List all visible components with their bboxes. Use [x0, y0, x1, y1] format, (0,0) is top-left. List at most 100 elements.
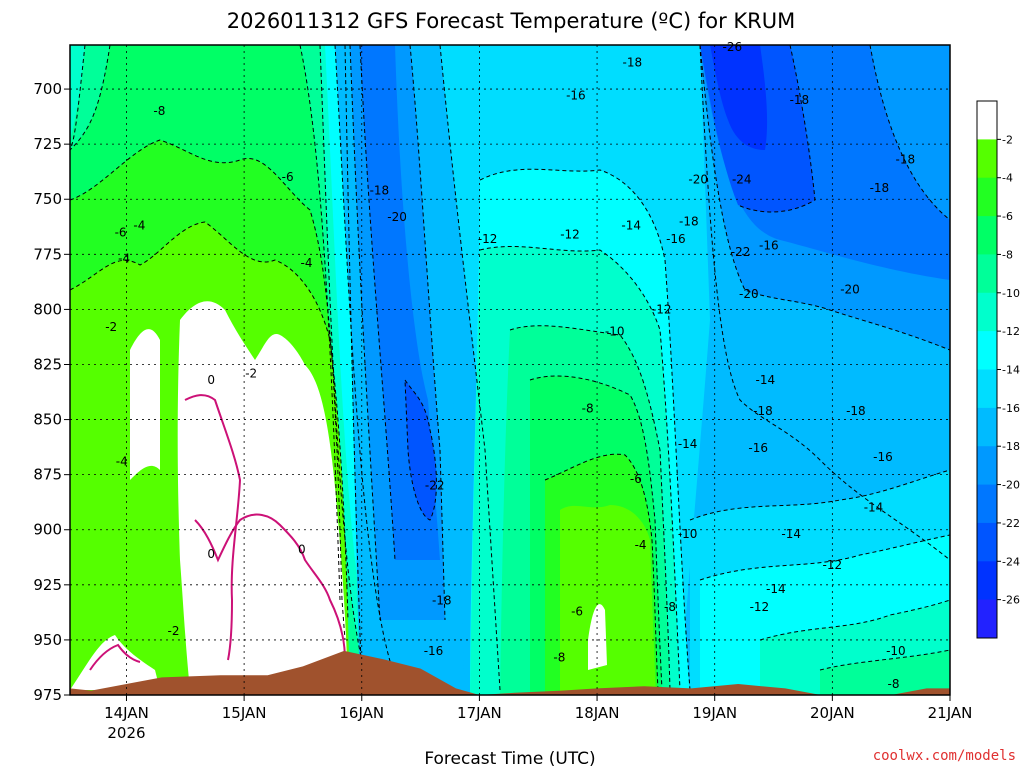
colorbar-swatch: [977, 177, 997, 217]
contour-label: 0: [298, 543, 306, 557]
contour-label: -26: [723, 40, 743, 54]
y-axis: 700 725 750 775 800 825 850 875 900 925 950 975: [33, 80, 70, 704]
contour-label: -14: [678, 437, 698, 451]
colorbar-swatch: [977, 101, 997, 140]
contour-label: -16: [873, 450, 893, 464]
isotherm-contours: [70, 45, 950, 691]
x-tick-label: 14JAN: [104, 704, 149, 722]
contour-label: -16: [424, 644, 444, 658]
colorbar-label: -8: [1002, 248, 1013, 261]
y-tick-label: 950: [33, 631, 62, 649]
contour-label: -12: [652, 302, 672, 316]
contour-label: -14: [766, 582, 786, 596]
contour-label: -14: [864, 501, 884, 515]
contour-label: -6: [571, 604, 583, 618]
colorbar-label: -18: [1002, 440, 1020, 453]
colorbar-swatch: [977, 369, 997, 409]
contour-label: -2: [168, 624, 180, 638]
contour-label: -16: [759, 239, 779, 253]
y-tick-label: 725: [33, 135, 62, 153]
band-minus-24: [405, 380, 437, 520]
colorbar-swatch: [977, 484, 997, 524]
contour-label: 0: [207, 373, 215, 387]
contour-label: -18: [790, 93, 810, 107]
contour-label: -14: [781, 527, 801, 541]
zero-contour-1: [184, 394, 242, 661]
contour-label: -18: [432, 593, 452, 607]
colorbar-label: -6: [1002, 210, 1013, 223]
contour-label: -16: [748, 441, 768, 455]
band-minus-2-low: [70, 635, 160, 690]
band-minus-10-east-low: [820, 650, 950, 695]
contour-label: -4: [635, 538, 647, 552]
colorbar-swatch: [977, 292, 997, 332]
colorbar-swatch: [977, 599, 997, 639]
contour-label: -8: [888, 677, 900, 691]
contour-label: -4: [118, 252, 130, 266]
colorbar-label: -24: [1002, 555, 1020, 568]
y-tick-label: 825: [33, 355, 62, 373]
y-tick-label: 875: [33, 466, 62, 484]
contour-label: -14: [755, 373, 775, 387]
chart-title: 2026011312 GFS Forecast Temperature (ºC)…: [227, 9, 796, 33]
contour-label: -4: [116, 454, 128, 468]
contour-label: -20: [739, 287, 759, 301]
colorbar-swatch: [977, 522, 997, 562]
y-tick-label: 750: [33, 190, 62, 208]
y-tick-label: 800: [33, 300, 62, 318]
band-minus-2-main: [177, 301, 348, 690]
zero-contour-3: [89, 643, 141, 671]
contour-label: -8: [664, 600, 676, 614]
contour-label: -22: [731, 245, 751, 259]
x-tick-label: 17JAN: [457, 704, 502, 722]
contour-label: -4: [300, 256, 312, 270]
contour-label: -24: [732, 172, 752, 186]
terrain: [70, 650, 950, 695]
band-minus-4-mid: [560, 505, 656, 695]
contour-label: -12: [750, 600, 770, 614]
contour-label: -10: [605, 324, 625, 338]
colorbar-label: -16: [1002, 402, 1020, 415]
x-axis-label: Forecast Time (UTC): [424, 749, 595, 768]
y-tick-label: 975: [33, 686, 62, 704]
contour-label: -2: [245, 366, 257, 380]
contour-label: -2: [105, 320, 117, 334]
plot-frame: [69, 44, 951, 696]
contour-label: -12: [560, 227, 580, 241]
band-minus-2: [130, 329, 160, 480]
x-tick-label: 16JAN: [339, 704, 384, 722]
temperature-field: [70, 45, 950, 695]
grid: [70, 45, 951, 696]
contour-label: -10: [886, 644, 906, 658]
colorbar-swatch: [977, 254, 997, 294]
contour-label: -18: [623, 56, 643, 70]
contour-label: -10: [678, 527, 698, 541]
contour-label: -20: [387, 210, 407, 224]
contour-label: -6: [282, 170, 294, 184]
colorbar-swatch: [977, 139, 997, 179]
colorbar-label: -22: [1002, 517, 1020, 530]
contour-label: -18: [753, 404, 773, 418]
contour-label: -20: [688, 172, 708, 186]
x-tick-label: 20JAN: [810, 704, 855, 722]
contour-label: -18: [846, 404, 866, 418]
y-tick-label: 900: [33, 521, 62, 539]
contour-label: -4: [133, 219, 145, 233]
y-tick-label: 775: [33, 245, 62, 263]
colorbar-label: -12: [1002, 325, 1020, 338]
colorbar-swatch: [977, 407, 997, 447]
x-tick-label: 18JAN: [575, 704, 620, 722]
contour-label: -8: [582, 402, 594, 416]
colorbar-swatch: [977, 331, 997, 370]
colorbar: -2 -4 -6 -8 -10 -12 -14 -16 -18 -20 -22 -24 -26: [976, 100, 1020, 639]
colorbar-label: -20: [1002, 479, 1020, 492]
credit-link[interactable]: coolwx.com/models: [873, 748, 1016, 764]
colorbar-label: -10: [1002, 287, 1020, 300]
contour-label: -6: [115, 225, 127, 239]
x-axis: 14JAN 2026 15JAN 16JAN 17JAN 18JAN 19JAN 20JAN 2…: [104, 695, 972, 742]
band-minus-2-mid: [588, 604, 607, 670]
contour-label: -18: [370, 183, 390, 197]
contour-label: -8: [153, 104, 165, 118]
contour-label: -22: [425, 479, 445, 493]
